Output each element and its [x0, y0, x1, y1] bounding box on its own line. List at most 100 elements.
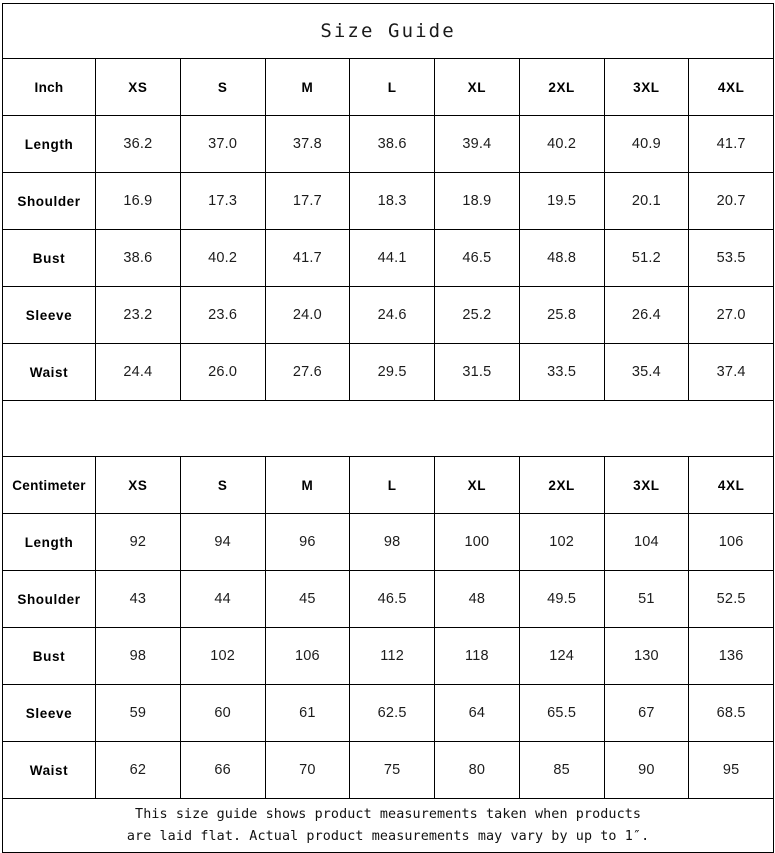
inch-length-xs: 36.2	[95, 115, 181, 173]
centimeter-row-label-length: Length	[2, 513, 96, 571]
size-guide-table: Size Guide Inch XS S M L XL 2XL 3XL 4XL …	[1, 3, 775, 853]
centimeter-sleeve-4xl: 68.5	[688, 684, 775, 742]
centimeter-waist-3xl: 90	[603, 741, 690, 799]
centimeter-length-s: 94	[179, 513, 266, 571]
inch-sleeve-l: 24.6	[349, 286, 435, 344]
inch-bust-xs: 38.6	[95, 229, 181, 287]
inch-bust-l: 44.1	[349, 229, 435, 287]
centimeter-col-header-xl: XL	[434, 456, 520, 514]
inch-sleeve-2xl: 25.8	[518, 286, 605, 344]
note-line-1: This size guide shows product measuremen…	[135, 806, 642, 822]
centimeter-row-label-sleeve: Sleeve	[2, 684, 96, 742]
centimeter-length-3xl: 104	[603, 513, 690, 571]
inch-waist-s: 26.0	[179, 343, 266, 401]
inch-waist-4xl: 37.4	[688, 343, 775, 401]
inch-waist-xl: 31.5	[434, 343, 520, 401]
table-row: Bust 38.6 40.2 41.7 44.1 46.5 48.8 51.2 …	[2, 229, 775, 287]
inch-shoulder-2xl: 19.5	[518, 172, 605, 230]
centimeter-col-header-s: S	[179, 456, 266, 514]
centimeter-shoulder-4xl: 52.5	[688, 570, 775, 628]
centimeter-shoulder-m: 45	[264, 570, 351, 628]
centimeter-waist-m: 70	[264, 741, 351, 799]
centimeter-col-header-2xl: 2XL	[518, 456, 605, 514]
inch-shoulder-4xl: 20.7	[688, 172, 775, 230]
inch-row-label-length: Length	[2, 115, 96, 173]
inch-bust-m: 41.7	[264, 229, 351, 287]
inch-col-header-xs: XS	[95, 58, 181, 116]
size-guide-body: Size Guide Inch XS S M L XL 2XL 3XL 4XL …	[1, 3, 775, 853]
inch-bust-2xl: 48.8	[518, 229, 605, 287]
centimeter-bust-xs: 98	[95, 627, 181, 685]
centimeter-length-2xl: 102	[518, 513, 605, 571]
centimeter-sleeve-s: 60	[179, 684, 266, 742]
inch-bust-4xl: 53.5	[688, 229, 775, 287]
centimeter-sleeve-m: 61	[264, 684, 351, 742]
centimeter-shoulder-l: 46.5	[349, 570, 435, 628]
centimeter-waist-s: 66	[179, 741, 266, 799]
page-title: Size Guide	[1, 3, 775, 59]
table-row: Shoulder 43 44 45 46.5 48 49.5 51 52.5	[2, 570, 775, 628]
centimeter-shoulder-3xl: 51	[603, 570, 690, 628]
table-row: Sleeve 23.2 23.6 24.0 24.6 25.2 25.8 26.…	[2, 286, 775, 344]
table-spacer-row	[1, 400, 775, 457]
inch-shoulder-xs: 16.9	[95, 172, 181, 230]
inch-row-label-bust: Bust	[2, 229, 96, 287]
centimeter-length-m: 96	[264, 513, 351, 571]
centimeter-row-label-shoulder: Shoulder	[2, 570, 96, 628]
centimeter-waist-4xl: 95	[688, 741, 775, 799]
centimeter-length-4xl: 106	[688, 513, 775, 571]
centimeter-length-xs: 92	[95, 513, 181, 571]
centimeter-length-l: 98	[349, 513, 435, 571]
centimeter-bust-4xl: 136	[688, 627, 775, 685]
centimeter-row-label-bust: Bust	[2, 627, 96, 685]
centimeter-sleeve-2xl: 65.5	[518, 684, 605, 742]
size-guide-page: Size Guide Inch XS S M L XL 2XL 3XL 4XL …	[0, 3, 775, 853]
inch-col-header-xl: XL	[434, 58, 520, 116]
centimeter-header-row: Centimeter XS S M L XL 2XL 3XL 4XL	[2, 456, 775, 514]
centimeter-col-header-xs: XS	[95, 456, 181, 514]
inch-sleeve-4xl: 27.0	[688, 286, 775, 344]
inch-length-4xl: 41.7	[688, 115, 775, 173]
centimeter-col-header-4xl: 4XL	[688, 456, 775, 514]
inch-sleeve-m: 24.0	[264, 286, 351, 344]
inch-bust-xl: 46.5	[434, 229, 520, 287]
inch-waist-xs: 24.4	[95, 343, 181, 401]
centimeter-sleeve-xl: 64	[434, 684, 520, 742]
centimeter-col-header-l: L	[349, 456, 435, 514]
inch-col-header-s: S	[179, 58, 266, 116]
inch-waist-l: 29.5	[349, 343, 435, 401]
inch-sleeve-3xl: 26.4	[603, 286, 690, 344]
centimeter-bust-m: 106	[264, 627, 351, 685]
centimeter-shoulder-2xl: 49.5	[518, 570, 605, 628]
inch-sleeve-xs: 23.2	[95, 286, 181, 344]
table-row: Sleeve 59 60 61 62.5 64 65.5 67 68.5	[2, 684, 775, 742]
size-guide-note: This size guide shows product measuremen…	[1, 798, 775, 853]
inch-col-header-4xl: 4XL	[688, 58, 775, 116]
centimeter-sleeve-3xl: 67	[603, 684, 690, 742]
table-row: Bust 98 102 106 112 118 124 130 136	[2, 627, 775, 685]
inch-row-label-waist: Waist	[2, 343, 96, 401]
centimeter-waist-l: 75	[349, 741, 435, 799]
centimeter-shoulder-xs: 43	[95, 570, 181, 628]
inch-shoulder-m: 17.7	[264, 172, 351, 230]
inch-length-l: 38.6	[349, 115, 435, 173]
inch-length-m: 37.8	[264, 115, 351, 173]
table-row: Waist 24.4 26.0 27.6 29.5 31.5 33.5 35.4…	[2, 343, 775, 401]
centimeter-shoulder-xl: 48	[434, 570, 520, 628]
centimeter-waist-xs: 62	[95, 741, 181, 799]
centimeter-waist-xl: 80	[434, 741, 520, 799]
table-spacer-cell	[1, 400, 775, 457]
centimeter-col-header-3xl: 3XL	[603, 456, 690, 514]
centimeter-row-label-waist: Waist	[2, 741, 96, 799]
inch-shoulder-s: 17.3	[179, 172, 266, 230]
centimeter-bust-2xl: 124	[518, 627, 605, 685]
inch-waist-2xl: 33.5	[518, 343, 605, 401]
inch-bust-s: 40.2	[179, 229, 266, 287]
inch-length-3xl: 40.9	[603, 115, 690, 173]
inch-waist-m: 27.6	[264, 343, 351, 401]
table-row: Shoulder 16.9 17.3 17.7 18.3 18.9 19.5 2…	[2, 172, 775, 230]
centimeter-bust-l: 112	[349, 627, 435, 685]
inch-sleeve-s: 23.6	[179, 286, 266, 344]
inch-header-row: Inch XS S M L XL 2XL 3XL 4XL	[2, 58, 775, 116]
footer-note-row: This size guide shows product measuremen…	[1, 798, 775, 853]
